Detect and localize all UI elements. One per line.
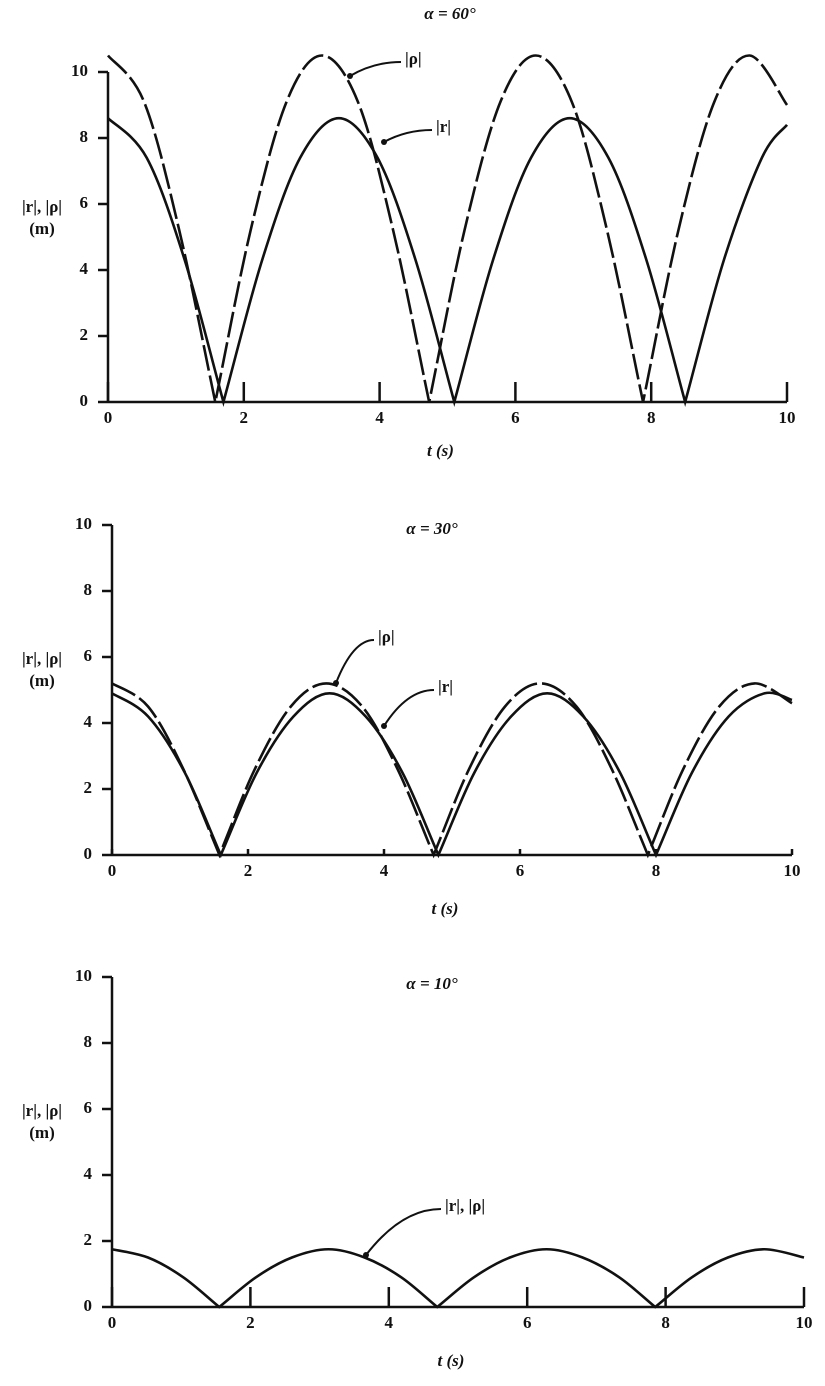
y-tick-label: 0 (84, 844, 93, 863)
label-arrow (383, 689, 435, 727)
x-tick-label: 10 (784, 861, 801, 880)
x-tick-label: 6 (511, 408, 520, 427)
series-line (107, 116, 789, 407)
arrow-head (381, 723, 387, 729)
x-tick-label: 6 (523, 1313, 532, 1332)
x-tick-label: 0 (108, 1313, 117, 1332)
chart-title: α = 30° (406, 519, 458, 538)
x-tick-label: 10 (779, 408, 796, 427)
x-tick-label: 2 (246, 1313, 255, 1332)
series-label: |ρ| (378, 627, 395, 646)
x-tick-label: 6 (516, 861, 525, 880)
x-tick-label: 0 (104, 408, 113, 427)
chart-title: α = 60° (424, 4, 476, 23)
y-tick-label: 10 (71, 61, 88, 80)
y-tick-label: 0 (84, 1296, 93, 1315)
y-tick-label: 6 (84, 1098, 93, 1117)
label-arrow (349, 61, 402, 77)
y-tick-label: 8 (84, 1032, 93, 1051)
x-tick-label: 2 (240, 408, 249, 427)
y-tick-label: 8 (80, 127, 89, 146)
series-label: |ρ| (405, 49, 422, 68)
y-axis-label: |r|, |ρ| (22, 649, 62, 668)
y-tick-label: 4 (84, 1164, 93, 1183)
series-line (111, 682, 793, 859)
x-axis-label: t (s) (427, 441, 454, 460)
y-tick-label: 2 (84, 1230, 93, 1249)
series-label: |r|, |ρ| (445, 1196, 485, 1215)
x-axis-label: t (s) (432, 899, 459, 918)
y-tick-label: 2 (80, 325, 89, 344)
series-line (111, 691, 793, 859)
x-tick-label: 10 (796, 1313, 813, 1332)
y-tick-label: 4 (80, 259, 89, 278)
x-tick-label: 8 (652, 861, 661, 880)
x-axis-label: t (s) (438, 1351, 465, 1370)
x-tick-label: 4 (375, 408, 384, 427)
series-label: |r| (438, 677, 453, 696)
arrow-head (381, 139, 387, 145)
y-axis-label: |r|, |ρ| (22, 1101, 62, 1120)
x-tick-label: 8 (647, 408, 656, 427)
x-tick-label: 4 (380, 861, 389, 880)
y-tick-label: 10 (75, 514, 92, 533)
y-axis-unit: (m) (29, 1123, 54, 1142)
y-tick-label: 4 (84, 712, 93, 731)
series-line (111, 1247, 805, 1309)
y-axis-unit: (m) (29, 219, 54, 238)
x-tick-label: 0 (108, 861, 117, 880)
series-label: |r| (436, 117, 451, 136)
label-arrow (383, 129, 433, 143)
y-tick-label: 2 (84, 778, 93, 797)
y-tick-label: 0 (80, 391, 89, 410)
x-tick-label: 2 (244, 861, 253, 880)
y-tick-label: 10 (75, 966, 92, 985)
y-tick-label: 6 (80, 193, 89, 212)
label-arrow (335, 639, 375, 684)
label-arrow (365, 1208, 442, 1256)
chart-title: α = 10° (406, 974, 458, 993)
y-tick-label: 8 (84, 580, 93, 599)
x-tick-label: 4 (385, 1313, 394, 1332)
y-tick-label: 6 (84, 646, 93, 665)
y-axis-unit: (m) (29, 671, 54, 690)
arrow-head (333, 680, 339, 686)
x-tick-label: 8 (661, 1313, 670, 1332)
arrow-head (363, 1252, 369, 1258)
y-axis-label: |r|, |ρ| (22, 197, 62, 216)
arrow-head (347, 73, 353, 79)
